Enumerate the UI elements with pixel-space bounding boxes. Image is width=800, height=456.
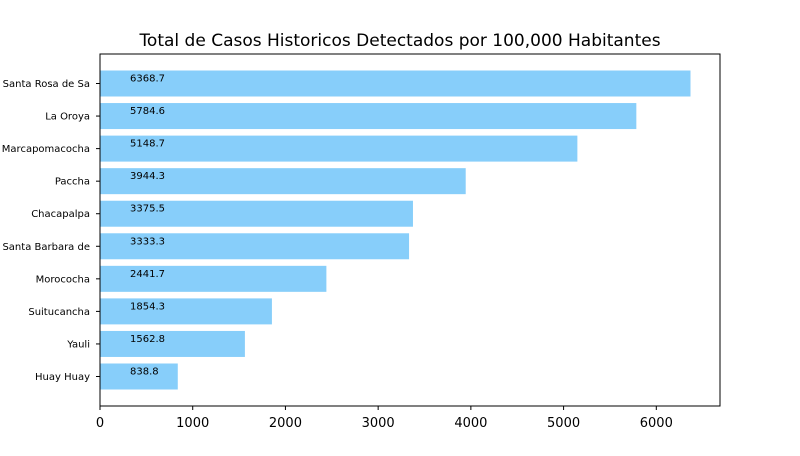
y-tick-label-santa-rosa-de-sa: Santa Rosa de Sa [3,79,90,90]
plot-frame [99,53,721,407]
y-tick-label-suitucancha: Suitucancha [28,307,90,318]
y-tick-label-huay-huay: Huay Huay [35,372,90,383]
bar-marcapomacocha [100,135,578,162]
y-tick-label-marcapomacocha: Marcapomacocha [2,144,90,155]
bar-huay-huay [100,363,178,390]
x-axis: 0 1000 2000 3000 4000 5000 6000 [96,406,673,431]
x-tick-label-3000: 3000 [362,416,395,431]
x-tick-label-4000: 4000 [454,416,487,431]
bars-group: 6368.7 5784.6 5148.7 3944.3 3375.5 3333.3 2441… [100,70,691,390]
data-label-yauli: 1562.8 [130,334,165,345]
x-tick-label-6000: 6000 [640,416,673,431]
bar-suitucancha [100,298,272,325]
bar-paccha [100,168,466,195]
bar-yauli [100,330,245,357]
bar-santa-barbara-de [100,233,410,260]
data-label-la-oroya: 5784.6 [130,106,165,117]
data-label-santa-barbara-de: 3333.3 [130,236,165,247]
y-tick-label-la-oroya: La Oroya [45,112,90,123]
data-label-chacapalpa: 3375.5 [130,204,165,215]
bar-chacapalpa [100,200,413,227]
x-tick-label-0: 0 [96,416,104,431]
data-label-suitucancha: 1854.3 [130,301,165,312]
y-tick-labels: Santa Rosa de Sa La Oroya Marcapomacocha Pa… [2,79,100,383]
data-label-santa-rosa-de-sa: 6368.7 [130,74,165,85]
data-label-marcapomacocha: 5148.7 [130,139,165,150]
bar-la-oroya [100,103,637,130]
data-label-morococha: 2441.7 [130,269,165,280]
x-tick-label-2000: 2000 [269,416,302,431]
y-tick-label-santa-barbara-de: Santa Barbara de [2,242,90,253]
y-tick-label-chacapalpa: Chacapalpa [31,209,90,220]
x-tick-label-5000: 5000 [547,416,580,431]
x-tick-label-1000: 1000 [176,416,209,431]
bar-morococha [100,265,327,292]
y-tick-label-yauli: Yauli [66,339,90,350]
chart-title: Total de Casos Historicos Detectados por… [138,31,660,51]
bar-santa-rosa-de-sa [100,70,691,97]
data-label-huay-huay: 838.8 [130,367,159,378]
data-label-paccha: 3944.3 [130,171,165,182]
y-tick-label-morococha: Morococha [36,274,90,285]
y-tick-label-paccha: Paccha [55,177,90,188]
